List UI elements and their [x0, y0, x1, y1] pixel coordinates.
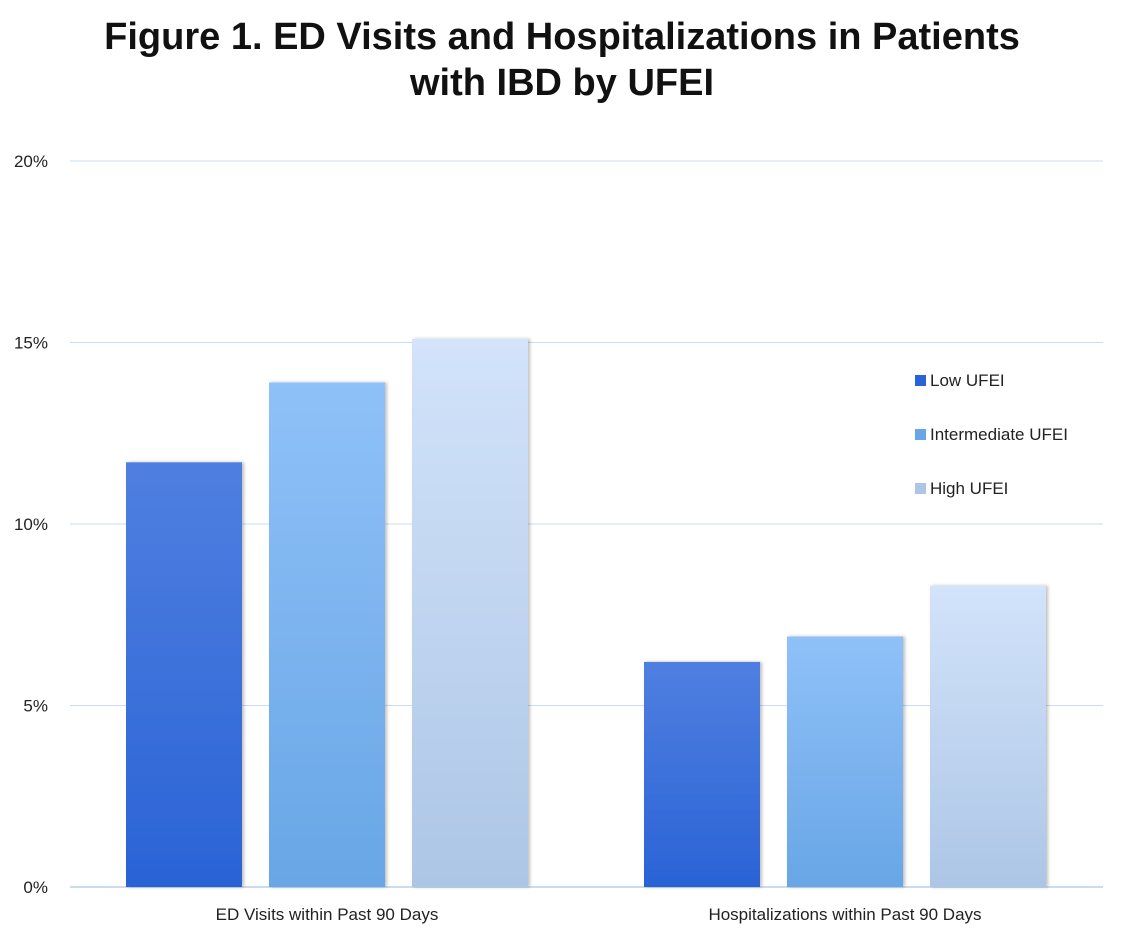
x-category-label: Hospitalizations within Past 90 Days — [708, 905, 981, 924]
bar-intermediate-ufei-0 — [269, 382, 385, 887]
chart-title-line-2: with IBD by UFEI — [410, 62, 714, 104]
x-category-label: ED Visits within Past 90 Days — [216, 905, 439, 924]
bar-low-ufei-1 — [644, 661, 760, 887]
legend: Low UFEI Intermediate UFEI High UFEI — [915, 371, 1068, 498]
y-tick-label: 15% — [14, 334, 48, 353]
legend-label: Intermediate UFEI — [930, 425, 1068, 444]
y-tick-label: 5% — [23, 697, 48, 716]
y-tick-label: 0% — [23, 878, 48, 897]
legend-swatch — [915, 483, 926, 494]
legend-item: Intermediate UFEI — [915, 425, 1068, 444]
chart-title: Figure 1. ED Visits and Hospitalizations… — [0, 14, 1124, 106]
y-tick-label: 20% — [14, 152, 48, 171]
bars — [126, 338, 1046, 887]
x-axis: ED Visits within Past 90 Days Hospitaliza… — [216, 905, 982, 924]
bar-low-ufei-0 — [126, 462, 242, 887]
y-axis: 0% 5% 10% 15% 20% — [14, 152, 48, 897]
y-tick-label: 10% — [14, 515, 48, 534]
bar-high-ufei-1 — [930, 585, 1046, 887]
legend-item: Low UFEI — [915, 371, 1005, 390]
legend-item: High UFEI — [915, 479, 1008, 498]
bar-intermediate-ufei-1 — [787, 636, 903, 887]
legend-label: High UFEI — [930, 479, 1008, 498]
legend-label: Low UFEI — [930, 371, 1005, 390]
chart-title-line-1: Figure 1. ED Visits and Hospitalizations… — [104, 16, 1020, 58]
legend-swatch — [915, 375, 926, 386]
bar-high-ufei-0 — [412, 338, 528, 887]
legend-swatch — [915, 429, 926, 440]
